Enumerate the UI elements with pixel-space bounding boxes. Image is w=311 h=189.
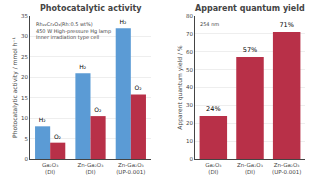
svg-text:H₂: H₂ <box>79 63 87 70</box>
svg-text:Zn-Ga₂O₃(DI): Zn-Ga₂O₃(DI) <box>78 162 104 175</box>
svg-text:254 nm: 254 nm <box>200 21 219 27</box>
svg-text:Ga₂O₃(DI): Ga₂O₃(DI) <box>205 162 221 175</box>
svg-text:30: 30 <box>21 33 28 39</box>
svg-text:20: 20 <box>186 120 193 126</box>
svg-text:O₂: O₂ <box>135 84 143 91</box>
svg-text:40: 40 <box>186 84 193 90</box>
svg-text:50: 50 <box>186 67 193 73</box>
svg-text:20: 20 <box>21 74 28 80</box>
svg-text:10: 10 <box>21 115 28 121</box>
svg-text:Apparent quantum yield / %: Apparent quantum yield / % <box>176 45 184 130</box>
svg-text:0: 0 <box>189 156 193 162</box>
svg-text:10: 10 <box>186 138 193 144</box>
svg-text:Photocatalytic activity: Photocatalytic activity <box>40 4 142 13</box>
svg-text:O₂: O₂ <box>54 133 62 140</box>
svg-text:70: 70 <box>186 31 193 37</box>
svg-text:5: 5 <box>24 135 28 141</box>
svg-text:Rh₂₂Cr₂O₃(Rh:0.5 wt%)450 W Hig: Rh₂₂Cr₂O₃(Rh:0.5 wt%)450 W High-pressure… <box>36 21 111 41</box>
svg-text:71%: 71% <box>279 21 293 29</box>
svg-text:25: 25 <box>21 54 28 60</box>
svg-text:H₂: H₂ <box>120 18 128 25</box>
svg-text:Zn-Ga₂O₃(UP-0.001): Zn-Ga₂O₃(UP-0.001) <box>272 162 301 175</box>
svg-text:0: 0 <box>24 156 28 162</box>
svg-text:24%: 24% <box>206 105 220 113</box>
svg-text:15: 15 <box>21 95 28 101</box>
svg-text:Zn-Ga₂O₃(UP-0.001): Zn-Ga₂O₃(UP-0.001) <box>116 162 145 175</box>
svg-text:30: 30 <box>186 102 193 108</box>
svg-text:H₂: H₂ <box>39 116 47 123</box>
svg-text:80: 80 <box>186 13 193 19</box>
svg-text:Photocatalytic activity / mmol: Photocatalytic activity / mmol h⁻¹ <box>11 36 19 137</box>
svg-text:Ga₂O₃(DI): Ga₂O₃(DI) <box>42 162 58 175</box>
svg-text:35: 35 <box>21 13 28 19</box>
svg-text:60: 60 <box>186 49 193 55</box>
svg-text:Zn-Ga₂O₃(DI): Zn-Ga₂O₃(DI) <box>237 162 263 175</box>
svg-text:Apparent quantum yield: Apparent quantum yield <box>195 4 305 13</box>
svg-text:O₂: O₂ <box>94 106 102 113</box>
svg-text:57%: 57% <box>243 46 257 54</box>
